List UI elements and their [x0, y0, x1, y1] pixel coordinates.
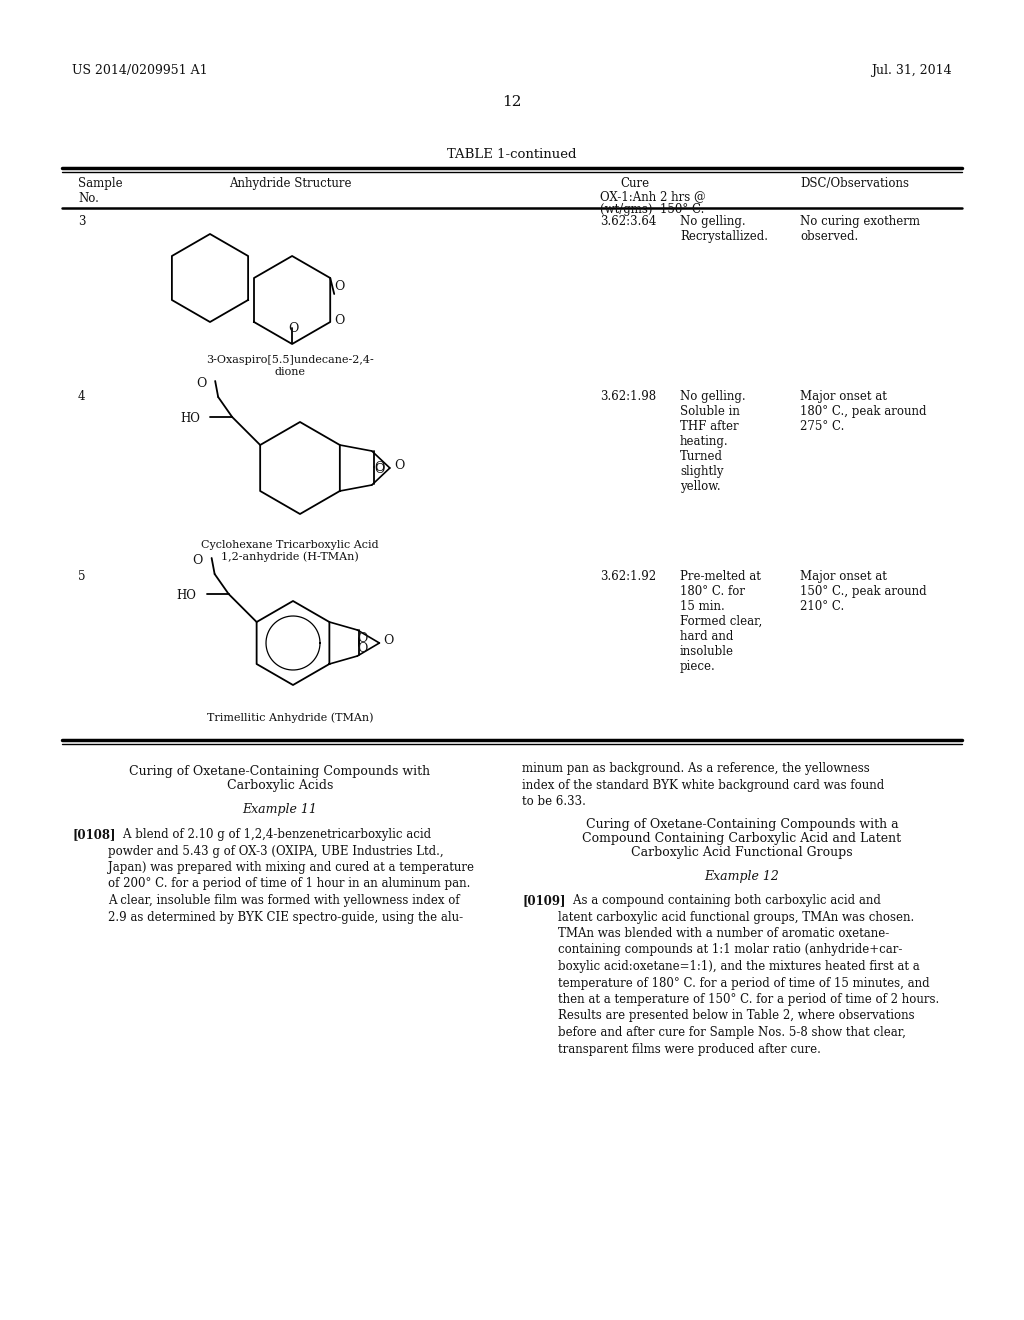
Text: O: O	[288, 322, 298, 335]
Text: O: O	[357, 632, 368, 645]
Text: 3.62:1.92: 3.62:1.92	[600, 570, 656, 583]
Text: O: O	[383, 634, 394, 647]
Text: 3.62:1.98: 3.62:1.98	[600, 389, 656, 403]
Text: 5: 5	[78, 570, 85, 583]
Text: A blend of 2.10 g of 1,2,4-benzenetricarboxylic acid
powder and 5.43 g of OX-3 (: A blend of 2.10 g of 1,2,4-benzenetricar…	[108, 828, 474, 924]
Text: O: O	[193, 554, 203, 568]
Text: O: O	[197, 378, 207, 389]
Text: Carboxylic Acid Functional Groups: Carboxylic Acid Functional Groups	[631, 846, 853, 859]
Text: No gelling.
Recrystallized.: No gelling. Recrystallized.	[680, 215, 768, 243]
Text: Major onset at
180° C., peak around
275° C.: Major onset at 180° C., peak around 275°…	[800, 389, 927, 433]
Text: US 2014/0209951 A1: US 2014/0209951 A1	[72, 63, 208, 77]
Text: 3: 3	[78, 215, 85, 228]
Text: HO: HO	[180, 412, 200, 425]
Text: O: O	[357, 642, 368, 655]
Text: No gelling.
Soluble in
THF after
heating.
Turned
slightly
yellow.: No gelling. Soluble in THF after heating…	[680, 389, 745, 492]
Text: Curing of Oxetane-Containing Compounds with: Curing of Oxetane-Containing Compounds w…	[129, 766, 430, 777]
Text: HO: HO	[176, 589, 197, 602]
Text: Cure: Cure	[620, 177, 649, 190]
Text: 3-Oxaspiro[5.5]undecane-2,4-
dione: 3-Oxaspiro[5.5]undecane-2,4- dione	[206, 355, 374, 376]
Text: [0108]: [0108]	[72, 828, 116, 841]
Text: No curing exotherm
observed.: No curing exotherm observed.	[800, 215, 920, 243]
Text: Trimellitic Anhydride (TMAn): Trimellitic Anhydride (TMAn)	[207, 711, 374, 722]
Text: Major onset at
150° C., peak around
210° C.: Major onset at 150° C., peak around 210°…	[800, 570, 927, 612]
Text: O: O	[374, 463, 384, 477]
Text: 4: 4	[78, 389, 85, 403]
Text: Example 12: Example 12	[705, 870, 779, 883]
Text: Cyclohexane Tricarboxylic Acid
1,2-anhydride (H-TMAn): Cyclohexane Tricarboxylic Acid 1,2-anhyd…	[201, 540, 379, 562]
Text: O: O	[394, 459, 404, 473]
Text: Curing of Oxetane-Containing Compounds with a: Curing of Oxetane-Containing Compounds w…	[586, 818, 898, 832]
Text: O: O	[334, 280, 345, 293]
Text: 3.62:3.64: 3.62:3.64	[600, 215, 656, 228]
Text: O: O	[334, 314, 345, 327]
Text: As a compound containing both carboxylic acid and
latent carboxylic acid functio: As a compound containing both carboxylic…	[558, 894, 939, 1056]
Text: TABLE 1-continued: TABLE 1-continued	[447, 148, 577, 161]
Text: Example 11: Example 11	[243, 803, 317, 816]
Text: minum pan as background. As a reference, the yellowness
index of the standard BY: minum pan as background. As a reference,…	[522, 762, 885, 808]
Text: Carboxylic Acids: Carboxylic Acids	[226, 779, 333, 792]
Text: 12: 12	[502, 95, 522, 110]
Text: [0109]: [0109]	[522, 894, 565, 907]
Text: O: O	[374, 461, 384, 474]
Text: Compound Containing Carboxylic Acid and Latent: Compound Containing Carboxylic Acid and …	[583, 832, 901, 845]
Text: DSC/Observations: DSC/Observations	[800, 177, 909, 190]
Text: Anhydride Structure: Anhydride Structure	[228, 177, 351, 190]
Text: (wt/gms)  150° C.: (wt/gms) 150° C.	[600, 203, 705, 216]
Text: Pre-melted at
180° C. for
15 min.
Formed clear,
hard and
insoluble
piece.: Pre-melted at 180° C. for 15 min. Formed…	[680, 570, 762, 673]
Text: Jul. 31, 2014: Jul. 31, 2014	[871, 63, 952, 77]
Text: Sample
No.: Sample No.	[78, 177, 123, 205]
Text: OX-1:Anh 2 hrs @: OX-1:Anh 2 hrs @	[600, 190, 706, 203]
